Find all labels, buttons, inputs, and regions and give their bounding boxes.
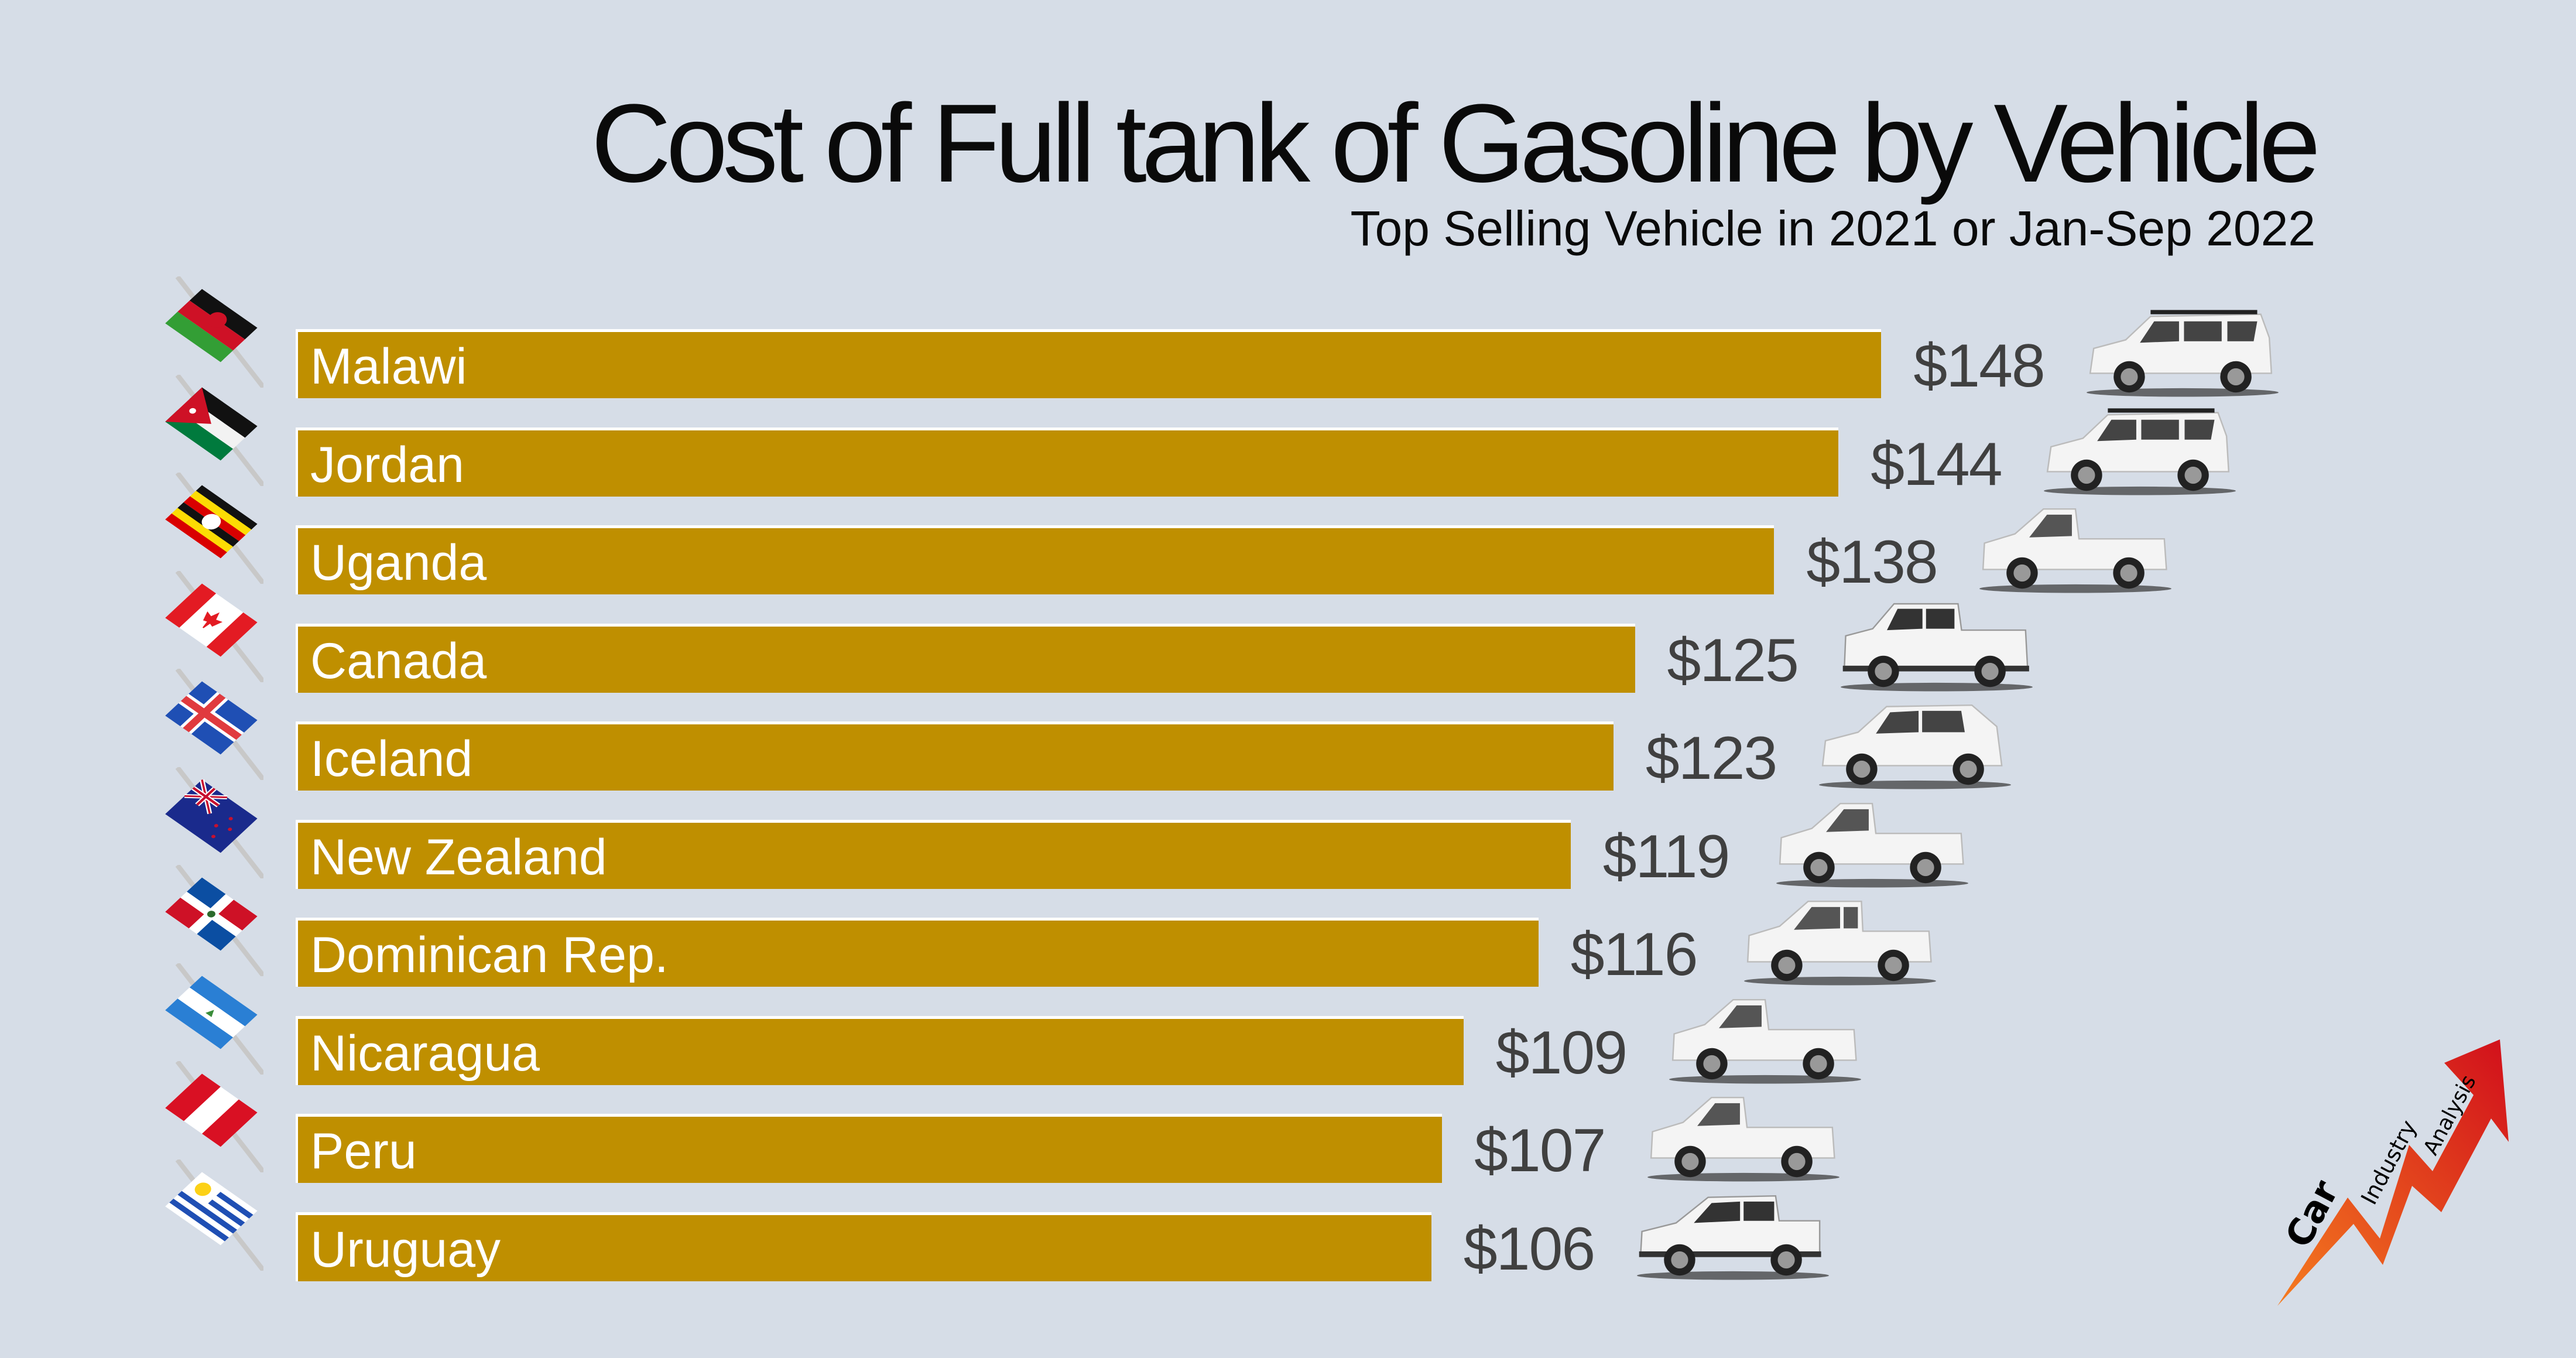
category-label: Iceland (310, 731, 473, 787)
bar-row: Canada $125 (0, 569, 2576, 695)
chart-title: Cost of Full tank of Gasoline by Vehicle (591, 81, 2321, 206)
vehicle-image (1633, 1189, 1832, 1288)
new-zealand-flag-icon (141, 765, 266, 880)
car-industry-analysis-logo: Car Industry Analysis (2277, 1039, 2509, 1306)
bar (296, 623, 1635, 693)
bar-row: Malawi $148 (0, 275, 2576, 400)
nicaragua-flag-icon (141, 962, 266, 1076)
vehicle-image (2040, 404, 2239, 504)
chart-subtitle: Top Selling Vehicle in 2021 or Jan-Sep 2… (1350, 201, 2316, 256)
value-label: $144 (1871, 430, 2002, 498)
vehicle-image (1815, 698, 2015, 798)
bar-row: New Zealand $119 (0, 765, 2576, 891)
value-label: $106 (1463, 1215, 1595, 1283)
bar (296, 918, 1539, 987)
category-label: Uganda (310, 535, 487, 591)
bar-row: Iceland $123 (0, 667, 2576, 792)
vehicle-image (1773, 796, 1972, 896)
bar-row: Uruguay $106 (0, 1158, 2576, 1283)
dominican-republic-flag-icon (141, 863, 266, 978)
vehicle-image (1666, 993, 1865, 1092)
category-label: Jordan (310, 436, 464, 493)
category-label: New Zealand (310, 829, 607, 885)
vehicle-image (1741, 894, 1940, 994)
value-label: $109 (1495, 1018, 1628, 1087)
vehicle-image (1837, 600, 2036, 700)
bar (296, 721, 1614, 791)
iceland-flag-icon (141, 667, 266, 782)
category-label: Malawi (310, 338, 467, 395)
value-label: $125 (1667, 626, 1799, 695)
value-label: $148 (1913, 332, 2045, 400)
bar-row: Uganda $138 (0, 471, 2576, 596)
bar (296, 1114, 1443, 1183)
bar (296, 525, 1775, 594)
peru-flag-icon (141, 1059, 266, 1174)
category-label: Uruguay (310, 1221, 501, 1278)
bar (296, 1212, 1431, 1281)
bar-row: Jordan $144 (0, 373, 2576, 498)
value-label: $116 (1570, 921, 1698, 988)
canada-flag-icon (141, 569, 266, 683)
bar-row: Peru $107 (0, 1059, 2576, 1185)
category-label: Canada (310, 632, 487, 689)
bar-row: Dominican Rep. $116 (0, 863, 2576, 988)
uruguay-flag-icon (141, 1158, 266, 1272)
uganda-flag-icon (141, 471, 266, 586)
rising-arrow-icon (2277, 1039, 2509, 1306)
bar (296, 819, 1571, 889)
bar (296, 427, 1839, 497)
value-label: $138 (1806, 528, 1938, 596)
vehicle-image (1644, 1090, 1843, 1190)
value-label: $123 (1645, 724, 1777, 792)
category-label: Peru (310, 1123, 417, 1179)
bar (296, 1015, 1464, 1085)
category-label: Dominican Rep. (310, 927, 669, 983)
category-label: Nicaragua (310, 1025, 540, 1082)
bar (296, 329, 1882, 398)
vehicle-image (1976, 502, 2175, 601)
value-label: $107 (1474, 1117, 1606, 1185)
bar-row: Nicaragua $109 (0, 962, 2576, 1087)
malawi-flag-icon (141, 275, 266, 389)
jordan-flag-icon (141, 373, 266, 487)
vehicle-image (2083, 306, 2282, 405)
value-label: $119 (1602, 822, 1731, 891)
